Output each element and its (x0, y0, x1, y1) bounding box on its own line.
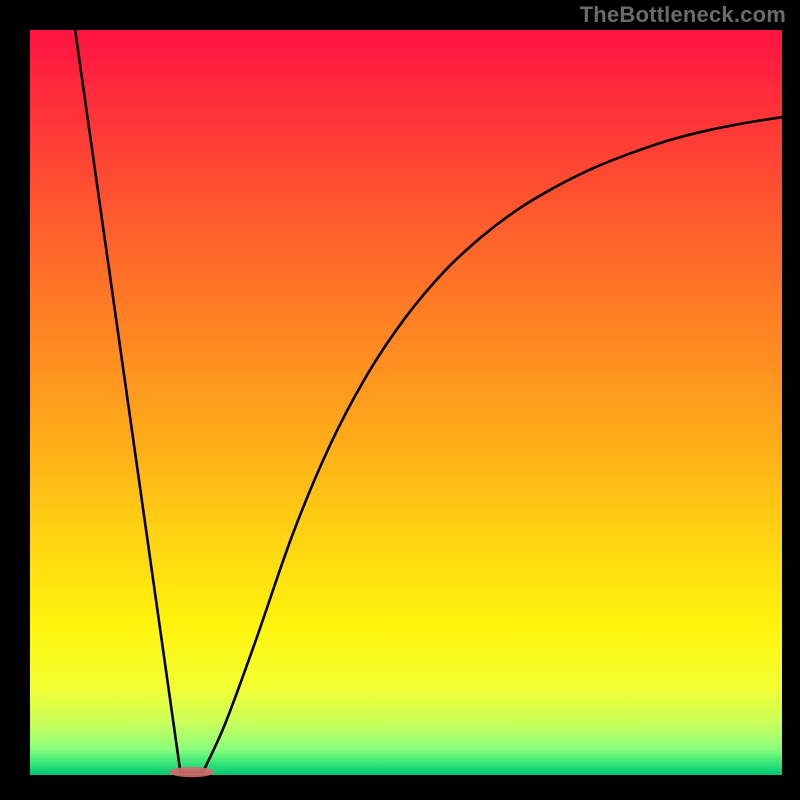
watermark-text: TheBottleneck.com (580, 2, 786, 28)
trough-marker (169, 767, 214, 777)
bottleneck-chart (0, 0, 800, 800)
plot-background (30, 30, 782, 775)
chart-container: { "watermark": { "text": "TheBottleneck.… (0, 0, 800, 800)
